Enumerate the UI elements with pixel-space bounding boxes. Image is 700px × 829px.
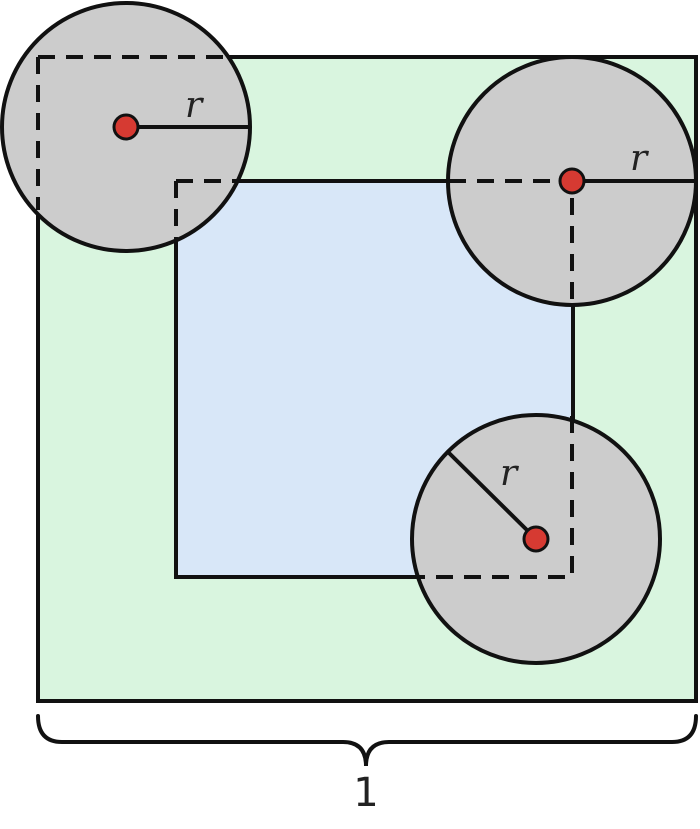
dashed-corner-bottom (416, 416, 574, 579)
circle-bottom: r (410, 413, 662, 665)
radius-label-top-right: r (630, 138, 649, 179)
center-dot-bottom (522, 525, 550, 553)
dashed-corner-top-left (36, 55, 232, 210)
dimension-brace (36, 714, 698, 767)
radius-line-bottom (446, 450, 538, 541)
dashed-corner-inner-top-left (174, 179, 242, 240)
circle-top-left: r (0, 1, 252, 253)
radius-label-bottom: r (500, 453, 519, 494)
center-dot-top-right (558, 167, 586, 195)
dimension-label: 1 (353, 770, 378, 816)
center-dot-top-left (112, 113, 140, 141)
circle-top-right: r (446, 55, 698, 307)
radius-label-top-left: r (185, 85, 204, 126)
